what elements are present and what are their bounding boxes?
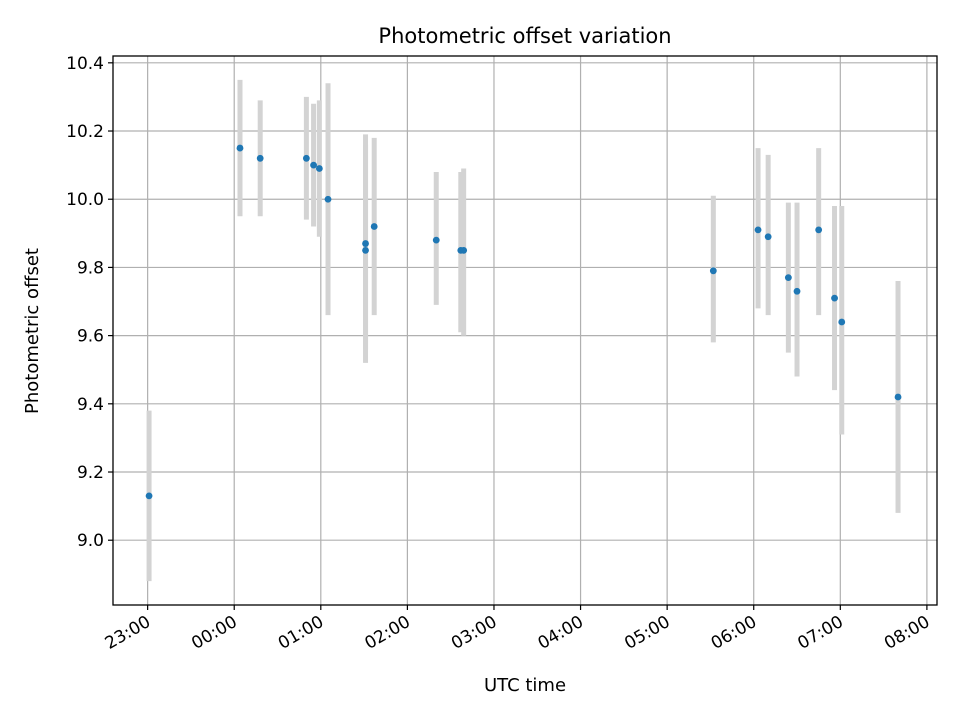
data-points (145, 144, 902, 500)
data-point (460, 246, 468, 254)
data-point (815, 226, 823, 234)
data-point (145, 492, 153, 500)
y-tick-label: 10.0 (66, 190, 104, 210)
plot-frame (112, 55, 938, 606)
data-point (894, 393, 902, 401)
data-point (324, 195, 332, 203)
chart-title: Photometric offset variation (378, 24, 671, 48)
data-point (831, 294, 838, 302)
data-point (754, 226, 762, 234)
y-tick-label: 9.2 (77, 463, 104, 483)
data-point (838, 318, 846, 326)
data-point (315, 165, 323, 172)
y-tick-label: 10.4 (66, 54, 104, 74)
data-point (793, 287, 801, 295)
data-point (362, 246, 369, 254)
y-tick-label: 10.2 (66, 122, 104, 142)
y-axis: 9.0 9.2 9.4 9.6 9.8 10.0 10.2 10.4 (66, 54, 113, 551)
y-axis-title: Photometric offset (22, 248, 43, 414)
data-point (709, 267, 717, 275)
data-point (362, 240, 369, 247)
data-point (370, 223, 378, 230)
y-tick-label: 9.8 (77, 258, 104, 278)
data-point (784, 274, 792, 282)
y-tick-label: 9.4 (77, 395, 104, 415)
data-point (256, 154, 264, 162)
y-tick-label: 9.0 (77, 531, 104, 551)
data-point (764, 233, 772, 241)
y-tick-label: 9.6 (77, 327, 104, 347)
data-point (432, 236, 440, 244)
x-axis-title: UTC time (484, 675, 566, 696)
data-point (236, 144, 244, 152)
data-point (310, 161, 317, 169)
data-point (302, 154, 310, 162)
